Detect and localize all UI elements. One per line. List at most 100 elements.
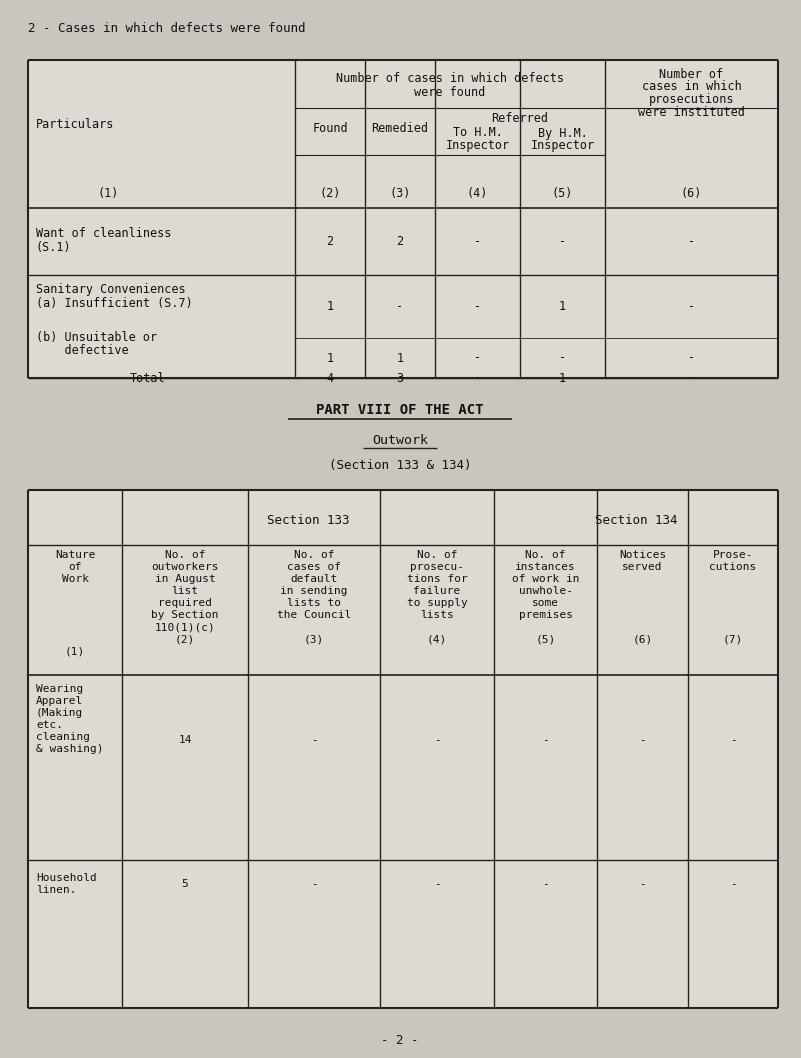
Text: -: - bbox=[559, 351, 566, 365]
Text: (5): (5) bbox=[552, 187, 574, 201]
Text: failure: failure bbox=[413, 586, 461, 596]
Text: Sanitary Conveniences: Sanitary Conveniences bbox=[36, 282, 186, 295]
Text: by Section: by Section bbox=[151, 610, 219, 620]
Text: (1): (1) bbox=[65, 646, 85, 656]
Text: (6): (6) bbox=[681, 187, 702, 201]
Text: instances: instances bbox=[515, 562, 576, 572]
Text: (1): (1) bbox=[97, 187, 119, 201]
Text: (7): (7) bbox=[723, 634, 743, 644]
Text: -: - bbox=[688, 351, 695, 365]
Text: 14: 14 bbox=[179, 735, 191, 745]
Text: cutions: cutions bbox=[710, 562, 757, 572]
Text: 1: 1 bbox=[559, 300, 566, 313]
Text: By H.M.: By H.M. bbox=[537, 127, 587, 140]
Text: -: - bbox=[730, 735, 736, 745]
Text: linen.: linen. bbox=[36, 884, 77, 895]
Text: lists: lists bbox=[421, 610, 454, 620]
Text: Notices: Notices bbox=[619, 550, 666, 560]
Text: No. of: No. of bbox=[417, 550, 457, 560]
Text: Section 133: Section 133 bbox=[267, 513, 349, 527]
Text: No. of: No. of bbox=[294, 550, 334, 560]
Text: 3: 3 bbox=[396, 371, 404, 384]
Text: (b) Unsuitable or: (b) Unsuitable or bbox=[36, 330, 157, 344]
Text: premises: premises bbox=[518, 610, 573, 620]
Text: Particulars: Particulars bbox=[36, 118, 115, 131]
Text: -: - bbox=[688, 371, 695, 384]
Text: outworkers: outworkers bbox=[151, 562, 219, 572]
Text: No. of: No. of bbox=[165, 550, 205, 560]
Text: Inspector: Inspector bbox=[530, 139, 594, 151]
Text: -: - bbox=[688, 235, 695, 248]
Text: Inspector: Inspector bbox=[445, 139, 509, 151]
Text: No. of: No. of bbox=[525, 550, 566, 560]
Text: Want of cleanliness: Want of cleanliness bbox=[36, 227, 171, 240]
Text: -: - bbox=[433, 735, 441, 745]
Text: cleaning: cleaning bbox=[36, 732, 90, 742]
Text: Outwork: Outwork bbox=[372, 434, 428, 446]
Text: required: required bbox=[158, 598, 212, 608]
Text: were found: were found bbox=[414, 86, 485, 98]
Text: -: - bbox=[688, 300, 695, 313]
Text: in sending: in sending bbox=[280, 586, 348, 596]
Text: 4: 4 bbox=[327, 371, 333, 384]
Text: etc.: etc. bbox=[36, 720, 63, 730]
Text: -: - bbox=[639, 879, 646, 889]
Text: (S.1): (S.1) bbox=[36, 241, 71, 254]
Text: the Council: the Council bbox=[277, 610, 351, 620]
Text: 5: 5 bbox=[182, 879, 188, 889]
Text: (3): (3) bbox=[389, 187, 411, 201]
Text: 2: 2 bbox=[396, 235, 404, 248]
Text: prosecu-: prosecu- bbox=[410, 562, 464, 572]
Text: (Section 133 & 134): (Section 133 & 134) bbox=[328, 458, 471, 472]
Text: 2 - Cases in which defects were found: 2 - Cases in which defects were found bbox=[28, 21, 305, 35]
Text: -: - bbox=[474, 351, 481, 365]
Text: (2): (2) bbox=[175, 634, 195, 644]
Text: Total: Total bbox=[131, 371, 166, 384]
Text: Work: Work bbox=[62, 574, 88, 584]
Text: (Making: (Making bbox=[36, 708, 83, 718]
Text: Nature: Nature bbox=[54, 550, 95, 560]
Text: (a) Insufficient (S.7): (a) Insufficient (S.7) bbox=[36, 296, 193, 310]
Text: PART VIII OF THE ACT: PART VIII OF THE ACT bbox=[316, 403, 484, 417]
Text: -: - bbox=[311, 879, 317, 889]
Text: 1: 1 bbox=[327, 300, 333, 313]
Text: -: - bbox=[474, 371, 481, 384]
Text: (2): (2) bbox=[320, 187, 340, 201]
Text: (4): (4) bbox=[467, 187, 488, 201]
Text: Referred: Referred bbox=[492, 111, 549, 125]
Text: Number of cases in which defects: Number of cases in which defects bbox=[336, 72, 564, 85]
Text: cases of: cases of bbox=[287, 562, 341, 572]
Text: (3): (3) bbox=[304, 634, 324, 644]
Text: of: of bbox=[68, 562, 82, 572]
Text: defective: defective bbox=[36, 345, 129, 358]
Bar bbox=[28, 60, 778, 378]
Text: -: - bbox=[730, 879, 736, 889]
Text: (5): (5) bbox=[535, 634, 556, 644]
Text: 110(1)(c): 110(1)(c) bbox=[155, 622, 215, 632]
Text: Wearing: Wearing bbox=[36, 685, 83, 694]
Text: -: - bbox=[542, 735, 549, 745]
Text: to supply: to supply bbox=[407, 598, 467, 608]
Text: 1: 1 bbox=[559, 371, 566, 384]
Text: -: - bbox=[474, 300, 481, 313]
Text: cases in which: cases in which bbox=[642, 80, 742, 93]
Text: lists to: lists to bbox=[287, 598, 341, 608]
Text: served: served bbox=[622, 562, 662, 572]
Text: were instituted: were instituted bbox=[638, 107, 745, 120]
Text: prosecutions: prosecutions bbox=[649, 93, 735, 107]
Text: -: - bbox=[639, 735, 646, 745]
Text: 1: 1 bbox=[327, 351, 333, 365]
Text: & washing): & washing) bbox=[36, 744, 103, 754]
Text: (4): (4) bbox=[427, 634, 447, 644]
Text: tions for: tions for bbox=[407, 574, 467, 584]
Text: list: list bbox=[171, 586, 199, 596]
Text: -: - bbox=[433, 879, 441, 889]
Text: - 2 -: - 2 - bbox=[381, 1034, 419, 1046]
Text: Section 134: Section 134 bbox=[595, 513, 678, 527]
Text: Apparel: Apparel bbox=[36, 696, 83, 706]
Text: (6): (6) bbox=[632, 634, 653, 644]
Text: -: - bbox=[311, 735, 317, 745]
Text: -: - bbox=[396, 300, 404, 313]
Text: some: some bbox=[532, 598, 559, 608]
Text: Found: Found bbox=[312, 122, 348, 134]
